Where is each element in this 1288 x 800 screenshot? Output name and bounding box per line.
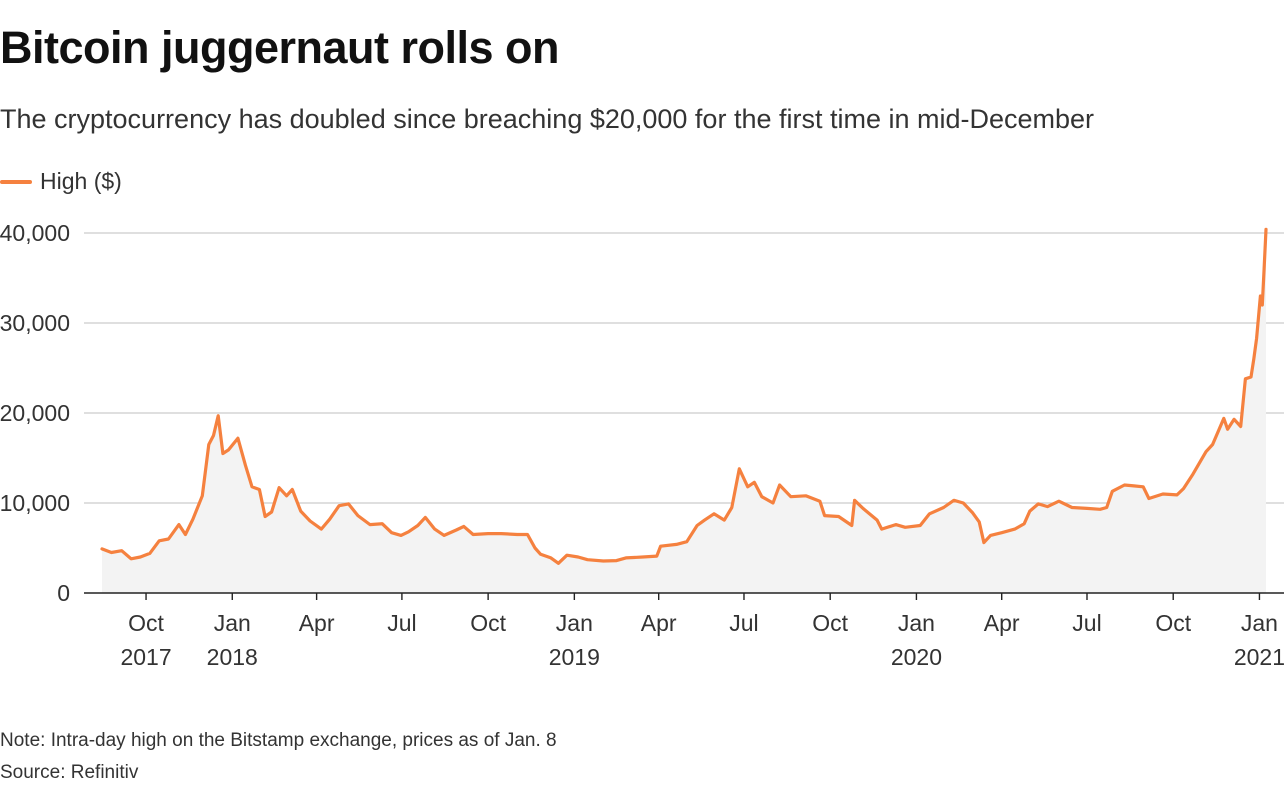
chart-title: Bitcoin juggernaut rolls on bbox=[0, 22, 560, 73]
chart-source: Source: Refinitiv bbox=[0, 762, 139, 783]
legend-swatch bbox=[0, 179, 32, 184]
legend: High ($) bbox=[0, 168, 122, 195]
x-tick-year-label: 2020 bbox=[891, 644, 942, 670]
y-tick-label: 30,000 bbox=[0, 310, 70, 336]
series-area bbox=[102, 229, 1266, 593]
chart-subtitle: The cryptocurrency has doubled since bre… bbox=[0, 104, 1095, 134]
x-tick-label: Jan bbox=[556, 610, 593, 636]
x-tick-label: Apr bbox=[299, 610, 335, 636]
chart-note: Note: Intra-day high on the Bitstamp exc… bbox=[0, 730, 557, 751]
x-tick-label: Oct bbox=[1155, 610, 1191, 636]
y-tick-label: 0 bbox=[57, 580, 70, 606]
x-tick-label: Oct bbox=[812, 610, 848, 636]
legend-label: High ($) bbox=[40, 168, 122, 194]
x-tick-label: Jan bbox=[1241, 610, 1278, 636]
x-tick-labels: Oct 2017 Jan 2018 Apr Jul Oct Jan 2019 Apr Jul Oct J… bbox=[120, 610, 1285, 670]
x-tick-label: Apr bbox=[641, 610, 677, 636]
x-tick-label: Jul bbox=[387, 610, 416, 636]
y-tick-label: 20,000 bbox=[0, 400, 70, 426]
x-tick-year-label: 2021 bbox=[1234, 644, 1285, 670]
x-axis bbox=[84, 592, 1284, 600]
x-tick-label: Jan bbox=[214, 610, 251, 636]
series-line-high bbox=[100, 227, 1268, 565]
x-tick-label: Apr bbox=[984, 610, 1020, 636]
gridlines bbox=[84, 232, 1284, 504]
y-tick-labels: 0 10,000 20,000 30,000 40,000 bbox=[0, 220, 70, 606]
x-tick-label: Jul bbox=[1072, 610, 1101, 636]
x-tick-label: Oct bbox=[128, 610, 164, 636]
x-tick-label: Oct bbox=[470, 610, 506, 636]
x-tick-year-label: 2019 bbox=[549, 644, 600, 670]
x-tick-label: Jul bbox=[729, 610, 758, 636]
y-tick-label: 40,000 bbox=[0, 220, 70, 246]
x-tick-label: Jan bbox=[898, 610, 935, 636]
area-fill bbox=[102, 229, 1266, 593]
x-tick-year-label: 2017 bbox=[120, 644, 171, 670]
y-tick-label: 10,000 bbox=[0, 490, 70, 516]
x-tick-year-label: 2018 bbox=[207, 644, 258, 670]
series-line bbox=[100, 227, 1268, 565]
